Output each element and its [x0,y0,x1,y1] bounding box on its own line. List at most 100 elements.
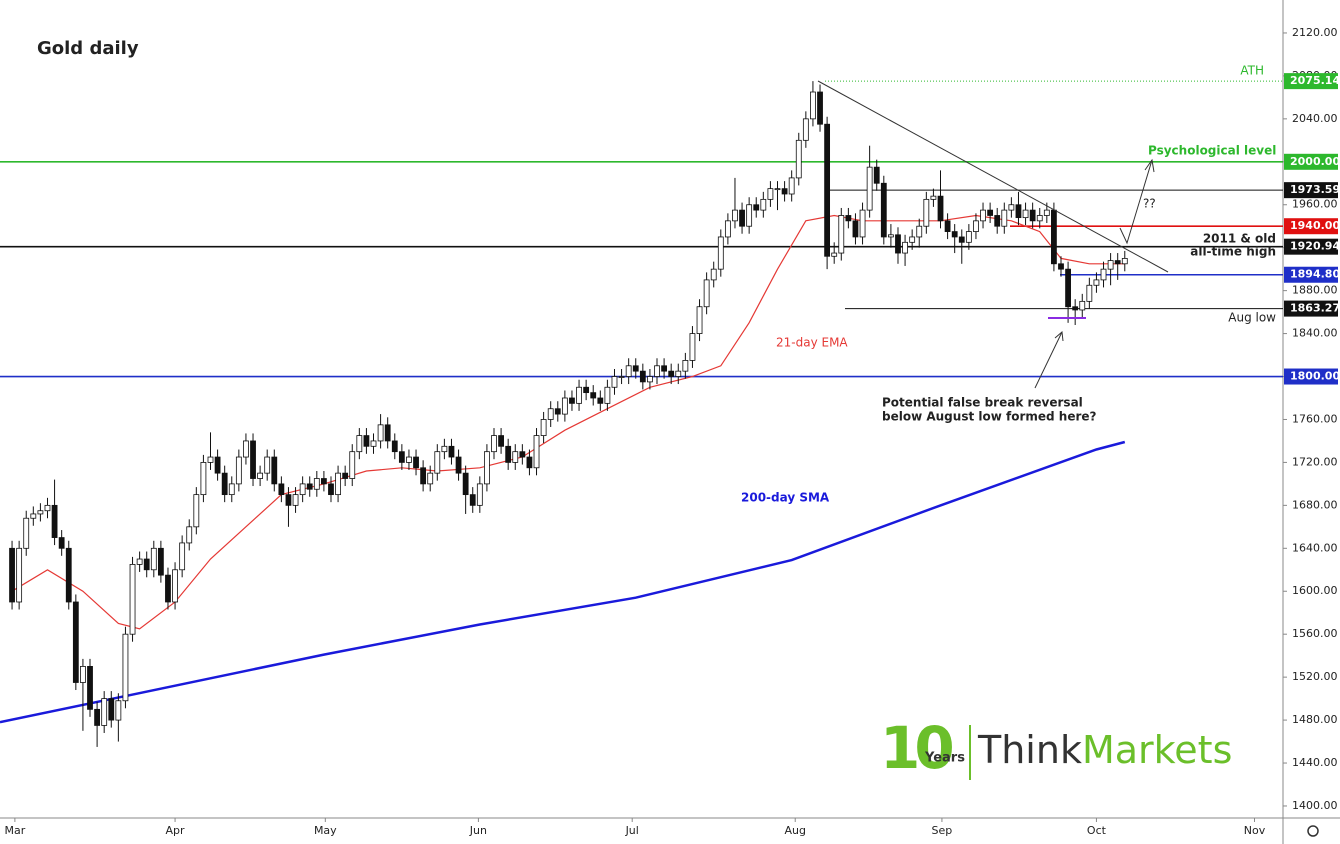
candle-body [264,456,271,474]
arrow-up [1119,159,1153,245]
candle-body [16,547,23,603]
candle-body [1029,209,1036,222]
candle-body [654,365,660,377]
candle-body [519,451,526,458]
candle-body [448,445,455,458]
candle-body [909,236,916,243]
candle-body [420,467,427,485]
ath-label: ATH [1240,64,1264,78]
y-tick-label: 1880.00 [1292,284,1338,297]
candle-body [1036,215,1043,222]
candle-body [271,456,278,485]
candle-body [590,392,597,399]
candle-body [739,209,745,227]
candle-body [469,494,476,506]
candle-body [831,252,838,257]
candle-body [1043,209,1050,216]
level-label: 1940.00 [1290,219,1340,232]
candle-body [306,483,313,490]
candle-body [207,456,214,463]
candle-body [810,91,816,120]
logo-digits: 10 [880,714,952,782]
candle-body [760,198,767,211]
candle-body [1072,306,1079,311]
y-tick-label: 1680.00 [1292,498,1338,511]
y-tick-label: 1760.00 [1292,412,1338,425]
candle-body [724,220,731,238]
candle-body [80,666,86,683]
level-label: 1800.00 [1290,370,1340,383]
candle-body [108,698,115,721]
candle-body [923,198,930,227]
y-tick-label: 1520.00 [1292,670,1338,683]
candle-body [250,440,256,479]
false-break-label: Potential false break reversal [882,396,1083,410]
candle-body [398,451,405,463]
candle-body [243,440,249,458]
candle-body [902,241,908,254]
candle-body [547,408,554,420]
candle-body [732,209,738,222]
candle-body [753,204,760,211]
candle-body [951,231,958,238]
candle-body [824,123,831,257]
candle-body [278,483,285,496]
candle-body [441,445,448,453]
candle-body [625,365,632,377]
candle-body [512,451,519,463]
sma-label: 200-day SMA [741,491,830,505]
candle-body [328,483,334,496]
candle-body [838,215,845,254]
candle-body [937,195,944,222]
candle-body [221,472,228,496]
y-tick-label: 2040.00 [1292,112,1338,125]
candle-body [363,435,370,447]
candle-body [129,564,136,635]
candle-body [639,370,646,383]
candle-body [710,268,717,281]
candle-body [427,472,434,485]
candle-body [561,397,568,415]
candle-body [320,478,327,485]
x-tick-label: Sep [932,824,953,837]
settings-icon[interactable] [1307,825,1319,837]
candle-body [845,215,852,222]
candle-body [377,424,384,442]
candle-body [576,386,582,404]
candle-body [717,236,724,270]
candle-body [179,542,186,571]
candle-body [299,483,306,496]
candle-body [930,195,937,200]
candle-body [235,456,242,485]
candle-body [37,510,44,515]
candle-body [94,708,100,726]
candle-body [406,456,412,463]
candle-body [462,472,469,496]
level-label-box [1284,368,1338,385]
candle-body [484,451,490,485]
y-tick-label: 2120.00 [1292,26,1338,39]
candle-body [696,306,703,334]
candle-body [1107,260,1114,270]
candle-body [774,188,781,191]
x-tick-label: Apr [166,824,186,837]
y-tick-label: 1840.00 [1292,327,1338,340]
level-label-box [1284,218,1338,235]
chart-title: Gold daily [37,38,139,59]
candle-body [1121,258,1128,265]
candle-body [101,698,108,726]
old-high-label: all-time high [1190,245,1276,259]
candle-body [356,435,363,453]
candle-body [1086,284,1093,302]
candle-body [200,462,207,496]
candle-body [980,209,986,222]
candle-body [1058,263,1064,270]
logo-think: Think [977,728,1082,772]
candle-body [172,569,178,603]
candle-body [647,376,653,383]
x-tick-label: Jul [625,824,639,837]
x-tick-label: Nov [1244,824,1266,837]
false-break-label: below August low formed here? [882,410,1097,424]
